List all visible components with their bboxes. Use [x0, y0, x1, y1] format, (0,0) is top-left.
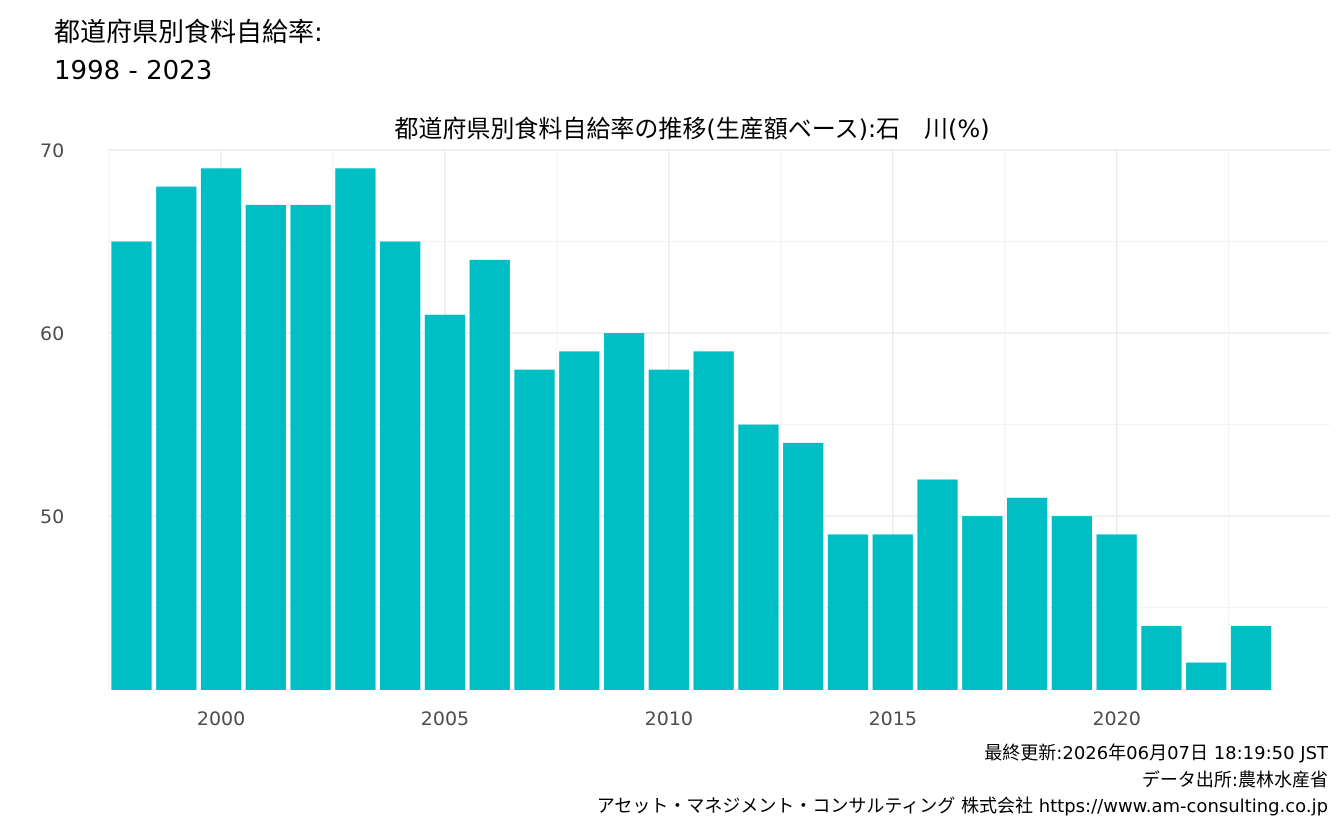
bar-2007: [514, 369, 555, 690]
bar-2016: [917, 479, 958, 690]
bar-2012: [738, 424, 779, 690]
bar-2005: [424, 314, 466, 690]
x-tick-label: 2005: [421, 708, 469, 730]
bar-2010: [648, 369, 690, 690]
bar-2011: [693, 351, 734, 690]
bar-1998: [111, 241, 152, 690]
y-tick-label: 50: [40, 506, 64, 528]
x-tick-label: 2000: [197, 708, 245, 730]
x-tick-label: 2020: [1092, 708, 1140, 730]
bar-2000: [200, 168, 242, 691]
bar-2008: [559, 351, 600, 690]
bar-chart: 都道府県別食料自給率の推移(生産額ベース):石 川(%) 50 60 70 2000…: [40, 115, 1330, 730]
page-subtitle: 1998 - 2023: [54, 56, 213, 86]
bar-2014: [827, 534, 869, 690]
bar-2017: [962, 516, 1003, 690]
bar-2021: [1141, 625, 1182, 690]
y-tick-label: 70: [40, 140, 64, 162]
last-updated-caption: 最終更新:2026年06月07日 18:19:50 JST: [984, 743, 1328, 764]
y-axis-ticks: 50 60 70: [40, 140, 64, 528]
bar-2018: [1006, 497, 1048, 690]
bar-2022: [1186, 662, 1227, 690]
bar-2013: [783, 442, 824, 690]
page-title: 都道府県別食料自給率:: [54, 18, 323, 48]
bar-2009: [603, 333, 645, 690]
data-source-caption: データ出所:農林水産省: [1141, 770, 1328, 791]
company-caption: アセット・マネジメント・コンサルティング 株式会社 https://www.am…: [596, 796, 1328, 817]
bar-2019: [1051, 516, 1093, 690]
chart-title: 都道府県別食料自給率の推移(生産額ベース):石 川(%): [394, 115, 989, 143]
bar-1999: [156, 186, 197, 690]
bar-2023: [1230, 625, 1272, 690]
bar-2020: [1096, 534, 1137, 690]
bar-2002: [290, 204, 331, 690]
bar-2003: [335, 168, 376, 691]
bar-2001: [245, 204, 286, 690]
bar-2006: [469, 259, 510, 690]
x-tick-label: 2015: [869, 708, 917, 730]
y-tick-label: 60: [40, 323, 64, 345]
x-tick-label: 2010: [645, 708, 693, 730]
bar-2004: [380, 241, 421, 690]
x-axis-ticks: 2000 2005 2010 2015 2020: [197, 708, 1141, 730]
bars: [111, 168, 1272, 691]
bar-2015: [872, 534, 913, 690]
